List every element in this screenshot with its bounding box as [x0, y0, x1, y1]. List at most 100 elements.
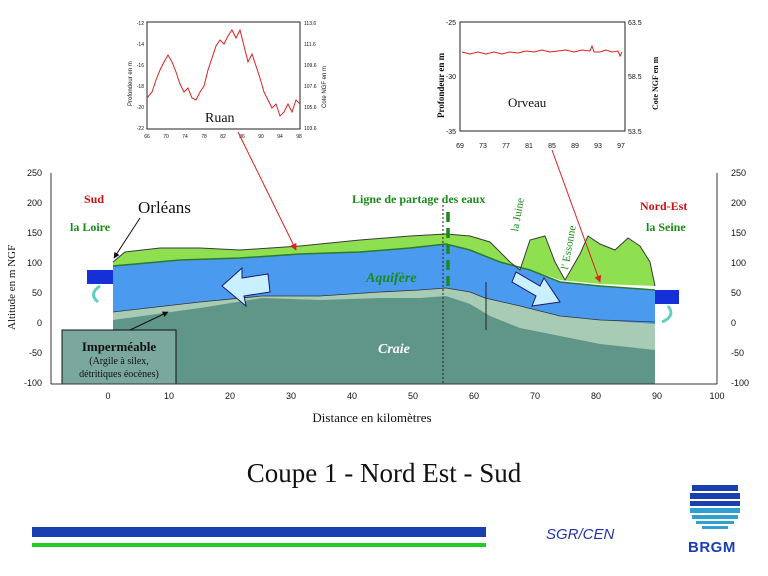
cross-section-chart: 250 200 150 100 50 0 -50 -100 250 200 15… — [6, 168, 749, 425]
label-nord-est: Nord-Est — [640, 199, 687, 213]
ruan-left-tick: -18 — [137, 84, 144, 90]
brgm-logo-text: BRGM — [688, 539, 736, 556]
impermeable-legend-box — [61, 329, 177, 385]
x-tick: 20 — [225, 391, 235, 401]
y-tick-left: 150 — [27, 228, 42, 238]
impermeable-boundary — [112, 287, 656, 323]
y-tick-left: -50 — [29, 348, 42, 358]
inset-orveau: -25 -30 -35 63.5 58.5 53.5 69 73 77 81 8… — [436, 20, 660, 150]
ruan-left-label: Profondeur en m — [128, 61, 134, 106]
ruan-right-tick: 103.6 — [304, 126, 317, 132]
y-axis-label: Altitude en m NGF — [6, 245, 18, 330]
y-tick-left: 50 — [32, 288, 42, 298]
topography-line — [112, 233, 656, 287]
aquifer-layer — [113, 244, 655, 324]
x-tick: 100 — [709, 391, 724, 401]
orveau-x-tick: 81 — [525, 143, 533, 150]
y-tick-left: 0 — [37, 318, 42, 328]
x-tick: 60 — [469, 391, 479, 401]
label-sud: Sud — [84, 192, 104, 206]
x-tick: 70 — [530, 391, 540, 401]
ruan-left-tick: -12 — [137, 21, 144, 27]
ruan-x-tick: 90 — [258, 134, 264, 140]
orveau-right-label: Cote NGF en m — [651, 56, 660, 110]
outflow-arrow-loire — [92, 284, 101, 304]
y-tick-right: 150 — [731, 228, 746, 238]
orveau-title: Orveau — [508, 95, 547, 110]
y-ticks-left: 250 200 150 100 50 0 -50 -100 — [24, 168, 42, 388]
label-juine: la Juine — [509, 197, 527, 233]
ruan-x-tick: 82 — [220, 134, 226, 140]
footer-green-bar — [32, 543, 486, 547]
y-tick-left: 100 — [27, 258, 42, 268]
ruan-hydrograph — [146, 28, 301, 117]
x-ticks: 0 10 20 30 40 50 60 70 80 90 100 — [105, 391, 724, 401]
ruan-right-label: Cote NGF en m — [322, 66, 328, 108]
label-orleans: Orléans — [138, 198, 191, 217]
x-tick: 50 — [408, 391, 418, 401]
orveau-left-label: Profondeur en m — [436, 52, 446, 118]
ruan-x-tick: 70 — [163, 134, 169, 140]
y-tick-right: -50 — [731, 348, 744, 358]
ruan-x-tick: 74 — [182, 134, 188, 140]
ruan-x-tick: 78 — [201, 134, 207, 140]
x-tick: 90 — [652, 391, 662, 401]
water-table-line — [112, 243, 656, 291]
x-axis-label: Distance en kilomètres — [312, 410, 431, 425]
y-tick-right: 100 — [731, 258, 746, 268]
y-tick-right: 0 — [731, 318, 736, 328]
orveau-x-tick: 77 — [502, 143, 510, 150]
y-tick-left: -100 — [24, 378, 42, 388]
label-seine: la Seine — [646, 220, 686, 234]
ruan-right-tick: 109.6 — [304, 63, 317, 69]
brgm-logo-icon — [690, 485, 740, 529]
ruan-left-tick: -22 — [137, 126, 144, 132]
label-craie: Craie — [378, 342, 410, 357]
inset-ruan: -12 -14 -16 -18 -20 -22 113.6 111.6 109.… — [128, 21, 328, 140]
x-tick: 10 — [164, 391, 174, 401]
ruan-plot-frame — [146, 21, 301, 130]
slide-caption: Coupe 1 - Nord Est - Sud — [246, 458, 522, 488]
label-impermeable-sub1: (Argile à silex, — [89, 356, 149, 367]
orveau-hydrograph — [461, 44, 623, 58]
orveau-plot-frame — [459, 21, 626, 132]
y-tick-left: 200 — [27, 198, 42, 208]
orveau-x-tick: 97 — [617, 143, 625, 150]
orveau-x-tick: 89 — [571, 143, 579, 150]
ruan-x-tick: 94 — [277, 134, 283, 140]
ruan-x-tick: 98 — [296, 134, 302, 140]
orveau-left-tick: -25 — [446, 20, 456, 27]
y-tick-right: -100 — [731, 378, 749, 388]
orveau-x-tick: 85 — [548, 143, 556, 150]
label-divide: Ligne de partage des eaux — [352, 192, 485, 206]
loire-river-box — [87, 270, 113, 284]
ruan-x-tick: 66 — [144, 134, 150, 140]
y-tick-right: 50 — [731, 288, 741, 298]
orveau-x-tick: 73 — [479, 143, 487, 150]
label-impermeable: Imperméable — [82, 339, 157, 354]
upper-chalk-layer — [113, 288, 655, 350]
orveau-right-tick: 63.5 — [628, 20, 642, 27]
ruan-left-tick: -20 — [137, 105, 144, 111]
orveau-right-tick: 58.5 — [628, 74, 642, 81]
x-tick: 30 — [286, 391, 296, 401]
ruan-right-tick: 111.6 — [304, 42, 316, 48]
y-tick-left: 250 — [27, 168, 42, 178]
x-tick: 80 — [591, 391, 601, 401]
orveau-x-tick: 69 — [456, 143, 464, 150]
x-tick: 0 — [105, 391, 110, 401]
orveau-left-tick: -35 — [446, 129, 456, 136]
flow-arrow-northeast — [511, 271, 561, 307]
y-ticks-right: 250 200 150 100 50 0 -50 -100 — [731, 168, 749, 388]
ruan-left-tick: -16 — [137, 63, 144, 69]
orleans-pointer — [113, 217, 141, 259]
orveau-connector-arrow — [551, 149, 602, 283]
ruan-right-tick: 107.6 — [304, 84, 317, 90]
ruan-right-tick: 105.6 — [304, 105, 317, 111]
orveau-left-tick: -30 — [446, 74, 456, 81]
ruan-right-tick: 113.6 — [304, 21, 316, 27]
y-tick-right: 200 — [731, 198, 746, 208]
outflow-arrow-seine — [661, 305, 673, 324]
ruan-left-tick: -14 — [137, 42, 144, 48]
ruan-connector-arrow — [237, 131, 297, 251]
